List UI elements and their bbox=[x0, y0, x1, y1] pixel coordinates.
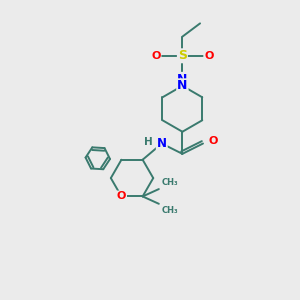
Text: O: O bbox=[204, 51, 214, 61]
Text: O: O bbox=[117, 191, 126, 201]
Text: O: O bbox=[208, 136, 218, 146]
Text: N: N bbox=[177, 73, 188, 86]
Text: S: S bbox=[178, 49, 187, 62]
Text: N: N bbox=[157, 137, 167, 150]
Text: CH₃: CH₃ bbox=[161, 206, 178, 215]
Text: H: H bbox=[144, 137, 153, 147]
Text: N: N bbox=[177, 79, 188, 92]
Text: CH₃: CH₃ bbox=[161, 178, 178, 187]
Text: O: O bbox=[151, 51, 160, 61]
